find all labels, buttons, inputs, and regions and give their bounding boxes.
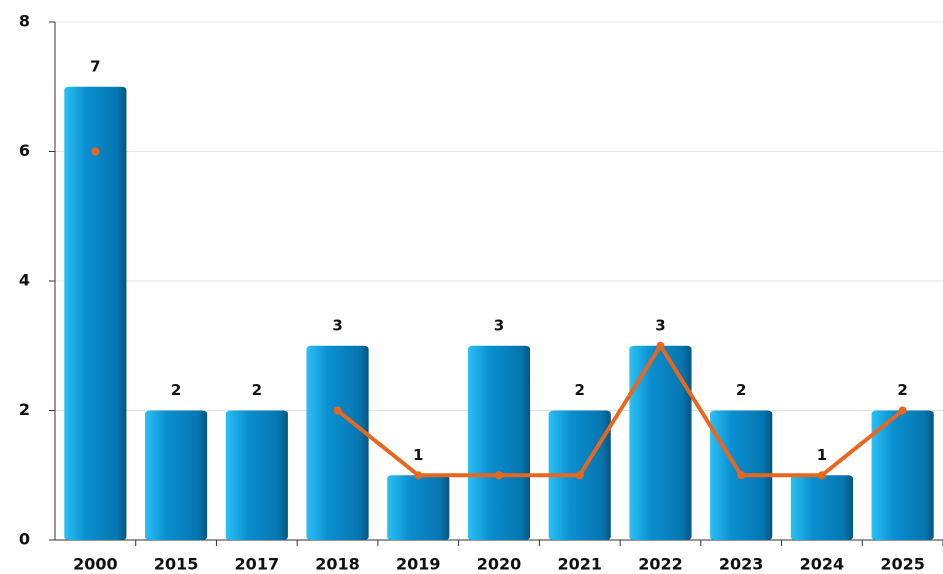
data-label: 2 — [575, 381, 585, 399]
bar — [467, 345, 531, 540]
x-tick-label: 2000 — [73, 555, 118, 574]
data-label: 2 — [736, 381, 746, 399]
x-tick-label: 2020 — [477, 555, 522, 574]
x-tick-label: 2015 — [154, 555, 199, 574]
line-point — [91, 147, 100, 156]
line-point — [737, 471, 746, 480]
line-point — [333, 406, 342, 415]
data-label: 3 — [655, 316, 665, 334]
bar — [225, 410, 288, 540]
bar — [387, 475, 450, 540]
line-point — [495, 471, 503, 480]
line-point — [414, 471, 423, 480]
data-label: 1 — [817, 446, 827, 464]
data-label: 2 — [171, 381, 181, 399]
line-point — [817, 471, 826, 480]
bar — [145, 410, 208, 540]
x-tick-label: 2021 — [557, 555, 602, 574]
bar — [306, 345, 369, 540]
x-tick-label: 2022 — [638, 555, 683, 574]
line-point — [656, 341, 665, 350]
data-label: 3 — [332, 316, 342, 334]
bar — [629, 345, 692, 540]
x-tick-label: 2019 — [396, 555, 441, 574]
data-label: 2 — [897, 381, 907, 399]
data-label: 1 — [413, 446, 423, 464]
line-point — [575, 471, 584, 480]
bar — [871, 410, 934, 540]
y-tick-label: 0 — [19, 530, 30, 549]
x-tick-label: 2023 — [719, 555, 764, 574]
y-tick-label: 2 — [19, 400, 30, 419]
data-label: 2 — [252, 381, 262, 399]
y-tick-label: 4 — [19, 271, 30, 290]
bar — [790, 475, 853, 540]
x-tick-label: 2024 — [800, 555, 845, 574]
data-label: 3 — [494, 316, 504, 334]
bar — [64, 86, 127, 540]
x-tick-label: 2018 — [315, 555, 360, 574]
data-label: 7 — [90, 57, 100, 75]
line-point — [898, 406, 907, 415]
x-tick-label: 2025 — [880, 555, 925, 574]
line — [336, 343, 904, 478]
x-tick-label: 2017 — [235, 555, 280, 574]
y-tick-label: 6 — [19, 141, 30, 160]
y-tick-label: 8 — [19, 12, 30, 31]
